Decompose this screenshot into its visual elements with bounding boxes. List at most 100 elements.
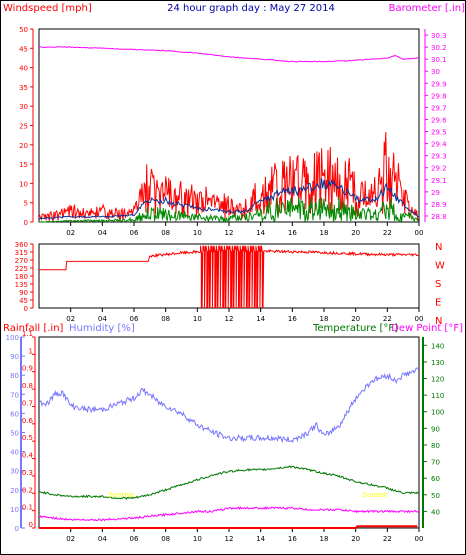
barometer-line bbox=[38, 46, 420, 63]
wind-x-label: 16 bbox=[288, 229, 297, 237]
weather-x-label: 06 bbox=[130, 535, 139, 543]
barometer-axis-tick-label: 29.7 bbox=[431, 104, 447, 112]
wind-axis-tick-label: 10 bbox=[19, 180, 28, 188]
humidity-axis-tick-label: 40 bbox=[10, 449, 19, 457]
temperature-axis-tick-label: 120 bbox=[431, 376, 444, 384]
rainfall-axis-tick-label: 0.1 bbox=[22, 504, 33, 512]
humidity-axis-tick-label: 20 bbox=[10, 487, 19, 495]
direction-x-label: 22 bbox=[383, 315, 392, 323]
humidity-axis-tick-label: 70 bbox=[10, 391, 19, 399]
humidity-axis-tick-label: 90 bbox=[10, 353, 19, 361]
wind-axis-tick-label: 20 bbox=[19, 142, 28, 150]
sunrise-annotation: Sunrise bbox=[108, 491, 134, 499]
temperature-axis-tick-label: 130 bbox=[431, 359, 444, 367]
humidity-axis-tick-label: 50 bbox=[10, 430, 19, 438]
temperature-axis-tick-label: 90 bbox=[431, 425, 440, 433]
humidity-axis-title: Humidity [%] bbox=[69, 323, 135, 334]
wind-axis-tick-label: 35 bbox=[19, 84, 28, 92]
direction-x-label: 10 bbox=[193, 315, 202, 323]
direction-axis-tick-label: 315 bbox=[15, 249, 28, 257]
weather-x-label: 22 bbox=[383, 535, 392, 543]
rainfall-axis-tick-label: 0.8 bbox=[22, 382, 33, 390]
barometer-axis-tick-label: 29.4 bbox=[431, 141, 447, 149]
direction-x-label: 04 bbox=[98, 315, 107, 323]
wind-x-label: 22 bbox=[383, 229, 392, 237]
barometer-axis-tick-label: 29.8 bbox=[431, 92, 447, 100]
temperature-axis-title: Temperature [°F] bbox=[312, 323, 398, 334]
direction-x-label: 08 bbox=[161, 315, 170, 323]
wind-axis-tick-label: 50 bbox=[19, 26, 28, 34]
barometer-axis-tick-label: 29.1 bbox=[431, 177, 447, 185]
dewpoint-axis-title: Dew Point [°F] bbox=[391, 323, 463, 334]
direction-axis-tick-label: 225 bbox=[15, 265, 28, 273]
direction-axis-tick-label: 270 bbox=[15, 257, 28, 265]
direction-axis-tick-label: 90 bbox=[19, 289, 28, 297]
wind-axis-tick-label: 45 bbox=[19, 45, 28, 53]
temperature-line bbox=[38, 465, 420, 501]
direction-compass-label: E bbox=[435, 298, 441, 309]
weather-x-label: 08 bbox=[161, 535, 170, 543]
temperature-axis-tick-label: 110 bbox=[431, 392, 444, 400]
temperature-axis-tick-label: 100 bbox=[431, 409, 444, 417]
rainfall-axis-tick-label: 0.2 bbox=[22, 486, 33, 494]
barometer-axis-tick-label: 29.5 bbox=[431, 129, 447, 137]
direction-x-label: 20 bbox=[351, 315, 360, 323]
wind-axis-tick-label: 5 bbox=[24, 200, 28, 208]
temperature-axis-tick-label: 70 bbox=[431, 459, 440, 467]
weather-x-label: 12 bbox=[225, 535, 234, 543]
weather-x-label: 18 bbox=[320, 535, 329, 543]
wind-axis-tick-label: 15 bbox=[19, 161, 28, 169]
barometer-axis-tick-label: 29.9 bbox=[431, 80, 447, 88]
wind-x-label: 14 bbox=[256, 229, 265, 237]
humidity-axis-tick-label: 80 bbox=[10, 372, 19, 380]
rainfall-line bbox=[39, 525, 418, 529]
temperature-axis-tick-label: 140 bbox=[431, 342, 444, 350]
weather-panel-frame bbox=[38, 336, 420, 529]
barometer-axis-tick-label: 29.3 bbox=[431, 153, 447, 161]
rainfall-axis-tick-label: 0.5 bbox=[22, 434, 33, 442]
wind-axis-tick-label: 40 bbox=[19, 65, 28, 73]
direction-x-label: 00 bbox=[415, 315, 424, 323]
wind-x-label: 18 bbox=[320, 229, 329, 237]
barometer-axis-tick-label: 29 bbox=[431, 189, 440, 197]
direction-compass-label: N bbox=[435, 316, 442, 327]
wind-x-label: 12 bbox=[225, 229, 234, 237]
temperature-axis-tick-label: 40 bbox=[431, 508, 440, 516]
rainfall-axis-tick-label: 1.1 bbox=[22, 330, 33, 338]
direction-x-label: 14 bbox=[256, 315, 265, 323]
temperature-axis-tick-label: 50 bbox=[431, 492, 440, 500]
wind-x-label: 04 bbox=[98, 229, 107, 237]
temperature-axis-tick-label: 60 bbox=[431, 475, 440, 483]
humidity-axis-tick-label: 60 bbox=[10, 410, 19, 418]
rainfall-axis-title: Rainfall [.in] bbox=[3, 323, 64, 334]
chart-title: 24 hour graph day : May 27 2014 bbox=[167, 3, 335, 14]
barometer-axis-tick-label: 28.8 bbox=[431, 213, 447, 221]
weather-x-label: 00 bbox=[415, 535, 424, 543]
direction-x-label: 02 bbox=[66, 315, 75, 323]
rainfall-axis-tick-label: 0.3 bbox=[22, 469, 33, 477]
barometer-axis-tick-label: 28.9 bbox=[431, 201, 447, 209]
rainfall-axis-tick-label: 0 bbox=[29, 521, 33, 529]
wind-low-line bbox=[39, 196, 419, 224]
barometer-axis-title: Barometer [.in] bbox=[389, 3, 465, 14]
rainfall-axis-tick-label: 1 bbox=[29, 347, 33, 355]
weather-x-label: 02 bbox=[66, 535, 75, 543]
wind-axis-title: Windspeed [mph] bbox=[3, 3, 92, 14]
direction-axis-tick-label: 180 bbox=[15, 273, 28, 281]
barometer-axis-tick-label: 30.2 bbox=[431, 44, 447, 52]
direction-axis-tick-label: 0 bbox=[24, 305, 28, 313]
wind-gust-line bbox=[38, 132, 419, 222]
direction-compass-label: W bbox=[435, 261, 445, 272]
wind-x-label: 06 bbox=[130, 229, 139, 237]
humidity-axis-tick-label: 100 bbox=[6, 334, 19, 342]
wind-x-label: 02 bbox=[66, 229, 75, 237]
humidity-line bbox=[38, 367, 420, 444]
sunset-annotation: Sunset bbox=[363, 491, 387, 499]
direction-x-label: 16 bbox=[288, 315, 297, 323]
direction-compass-label: N bbox=[435, 242, 442, 253]
direction-x-label: 18 bbox=[320, 315, 329, 323]
humidity-axis-tick-label: 0 bbox=[15, 525, 19, 533]
weather-x-label: 20 bbox=[351, 535, 360, 543]
